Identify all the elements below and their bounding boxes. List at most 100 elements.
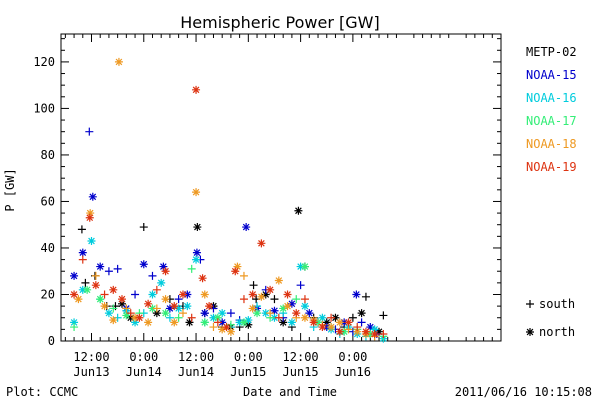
data-point-north — [70, 318, 79, 327]
data-point-north — [352, 290, 361, 299]
x-tick-label-time: 12:00 — [178, 350, 214, 364]
x-tick-label-time: 12:00 — [73, 350, 109, 364]
data-point-north — [70, 271, 79, 280]
data-point-north — [200, 318, 209, 327]
data-point-north — [344, 318, 353, 327]
data-point-north — [222, 323, 231, 332]
y-tick-label: 0 — [48, 334, 55, 348]
legend: METP-02 NOAA-15 NOAA-16 NOAA-17 NOAA-18 NOAA-… — [526, 45, 577, 174]
data-point-south — [139, 223, 148, 232]
series-noaa-18 — [74, 57, 379, 341]
data-point-north — [74, 295, 83, 304]
data-point-south — [187, 264, 196, 273]
marker-legend-label: south — [539, 297, 575, 311]
data-point-north — [292, 309, 301, 318]
data-point-south — [126, 309, 135, 318]
data-point-north — [96, 262, 105, 271]
data-point-north — [300, 313, 309, 322]
data-point-north — [274, 276, 283, 285]
data-point-north — [148, 290, 157, 299]
data-point-north — [300, 262, 309, 271]
data-point-south — [344, 325, 353, 334]
data-point-north — [279, 304, 288, 313]
data-point-south — [178, 309, 187, 318]
data-point-north — [152, 309, 161, 318]
data-point-south — [239, 295, 248, 304]
data-point-north — [198, 274, 207, 283]
data-point-north — [209, 313, 218, 322]
data-point-south — [300, 295, 309, 304]
data-point-north — [261, 290, 270, 299]
data-point-north — [109, 316, 118, 325]
data-point-south — [379, 311, 388, 320]
data-point-north — [193, 223, 202, 232]
data-point-south — [85, 127, 94, 136]
data-point-north — [218, 325, 227, 334]
legend-item: NOAA-17 — [526, 114, 577, 128]
data-point-south — [266, 309, 275, 318]
data-points — [70, 57, 388, 343]
data-point-south — [70, 323, 79, 332]
x-axis: 12:00Jun130:00Jun1412:00Jun140:00Jun1512… — [64, 34, 502, 379]
data-point-south — [100, 290, 109, 299]
data-point-south — [91, 271, 100, 280]
y-tick-label: 40 — [41, 241, 55, 255]
data-point-south — [152, 285, 161, 294]
data-point-south — [165, 313, 174, 322]
data-point-north — [161, 295, 170, 304]
data-point-north — [318, 323, 327, 332]
data-point-south — [209, 323, 218, 332]
data-point-south — [148, 271, 157, 280]
data-point-north — [183, 290, 192, 299]
data-point-south — [174, 295, 183, 304]
data-point-north — [257, 239, 266, 248]
data-point-south — [113, 264, 122, 273]
data-point-north — [261, 309, 270, 318]
data-point-north — [159, 262, 168, 271]
data-point-north — [185, 318, 194, 327]
data-point-north — [91, 281, 100, 290]
data-point-north — [157, 278, 166, 287]
data-point-south — [292, 295, 301, 304]
data-point-north — [370, 330, 379, 339]
data-point-north — [253, 309, 262, 318]
data-point-south — [353, 323, 362, 332]
series-noaa-19 — [70, 85, 388, 339]
data-point-south — [361, 292, 370, 301]
data-point-north — [335, 327, 344, 336]
data-point-north — [294, 206, 303, 215]
plot-frame — [60, 33, 502, 342]
data-point-north — [239, 318, 248, 327]
data-point-south — [122, 304, 131, 313]
data-point-south — [77, 225, 86, 234]
data-point-north — [86, 209, 95, 218]
legend-item: NOAA-15 — [526, 68, 577, 82]
data-point-north — [122, 311, 131, 320]
footer-right: 2011/06/16 10:15:08 — [455, 385, 592, 399]
data-point-north — [340, 318, 349, 327]
data-point-north — [242, 223, 251, 232]
data-point-south — [274, 313, 283, 322]
data-point-north — [366, 323, 375, 332]
y-tick-label: 20 — [41, 287, 55, 301]
data-point-north — [144, 299, 153, 308]
data-point-north — [192, 188, 201, 197]
data-point-north — [233, 262, 242, 271]
x-tick-label-date: Jun16 — [335, 365, 371, 379]
data-point-south — [249, 281, 258, 290]
marker-legend: south north — [526, 297, 575, 339]
data-point-north — [174, 304, 183, 313]
data-point-south — [109, 304, 118, 313]
data-point-north — [296, 262, 305, 271]
x-tick-label-date: Jun14 — [126, 365, 162, 379]
data-point-north — [283, 290, 292, 299]
data-point-north — [318, 313, 327, 322]
data-point-north — [375, 327, 384, 336]
data-point-north — [200, 290, 209, 299]
data-point-north — [117, 295, 126, 304]
data-point-north — [244, 320, 253, 329]
data-point-north — [266, 285, 275, 294]
marker-legend-star-icon — [526, 328, 534, 336]
x-tick-label-date: Jun14 — [178, 365, 214, 379]
